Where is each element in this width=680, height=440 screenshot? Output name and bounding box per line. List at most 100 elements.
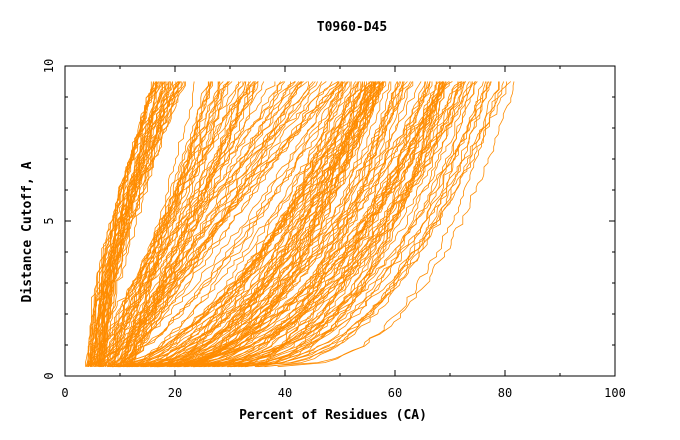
series-line-119 — [114, 81, 374, 368]
y-axis-label: Distance Cutoff, A — [20, 161, 35, 302]
series-line-196 — [213, 81, 444, 368]
series-line-193 — [128, 81, 375, 368]
series-line-99 — [105, 81, 316, 367]
series-line-31 — [88, 81, 156, 367]
series-line-19 — [101, 81, 170, 367]
series-line-137 — [116, 81, 384, 368]
series-line-173 — [155, 81, 390, 368]
series-line-181 — [244, 81, 438, 368]
series-line-147 — [208, 81, 427, 368]
series-line-214 — [174, 81, 487, 368]
series-line-12 — [99, 81, 164, 367]
series-line-159 — [112, 81, 433, 368]
series-line-185 — [117, 81, 449, 368]
series-line-98 — [108, 81, 230, 367]
series-line-109 — [174, 81, 360, 367]
series-line-139 — [174, 81, 362, 368]
series-line-183 — [143, 81, 466, 368]
series-line-182 — [238, 81, 460, 368]
series-line-89 — [87, 81, 229, 367]
ticks-group: 0 20 40 60 80 100 0 5 10 — [42, 59, 626, 400]
series-line-97 — [113, 81, 340, 367]
series-line-38 — [85, 81, 167, 367]
curves-group — [85, 81, 515, 368]
x-tick-label: 80 — [498, 386, 512, 400]
x-tick-label: 100 — [604, 386, 626, 400]
series-line-187 — [193, 81, 443, 368]
series-line-192 — [111, 81, 463, 368]
series-line-141 — [128, 81, 422, 368]
series-line-45 — [117, 81, 291, 367]
series-line-73 — [109, 81, 327, 368]
series-line-201 — [257, 81, 515, 368]
y-tick-label: 0 — [42, 372, 56, 379]
series-line-50 — [120, 81, 213, 367]
x-tick-label: 0 — [61, 386, 68, 400]
series-line-66 — [114, 81, 351, 368]
series-line-149 — [233, 81, 464, 368]
series-line-194 — [119, 81, 431, 368]
series-line-111 — [141, 81, 352, 368]
series-line-36 — [86, 81, 181, 367]
series-line-168 — [123, 81, 411, 368]
series-line-0 — [100, 81, 184, 367]
series-line-200 — [240, 81, 484, 368]
series-line-169 — [157, 81, 403, 368]
series-line-207 — [157, 81, 507, 368]
x-axis-label: Percent of Residues (CA) — [239, 408, 427, 423]
series-line-71 — [122, 81, 240, 367]
series-line-39 — [94, 81, 158, 367]
y-tick-label: 10 — [42, 59, 56, 73]
chart-title: T0960-D45 — [317, 20, 387, 35]
series-line-51 — [87, 81, 219, 367]
series-line-35 — [95, 81, 159, 367]
series-line-104 — [107, 81, 342, 368]
series-line-92 — [90, 81, 221, 367]
series-line-197 — [194, 81, 428, 368]
series-line-90 — [89, 81, 339, 367]
series-line-82 — [105, 81, 314, 367]
series-line-204 — [193, 81, 505, 368]
x-tick-label: 60 — [388, 386, 402, 400]
series-line-88 — [130, 81, 296, 367]
series-line-209 — [230, 81, 491, 368]
series-line-94 — [98, 81, 214, 367]
series-line-106 — [136, 81, 358, 368]
series-line-177 — [166, 81, 431, 368]
series-line-121 — [172, 81, 348, 368]
y-tick-label: 5 — [42, 217, 56, 224]
series-line-213 — [264, 81, 478, 368]
series-line-190 — [177, 81, 463, 368]
series-line-151 — [109, 81, 408, 368]
series-line-210 — [277, 81, 500, 368]
series-line-199 — [140, 81, 381, 368]
series-line-126 — [107, 81, 365, 368]
series-line-136 — [136, 81, 344, 368]
series-line-189 — [229, 81, 445, 368]
series-line-180 — [123, 81, 376, 368]
series-line-75 — [92, 81, 229, 367]
series-line-170 — [154, 81, 381, 368]
series-line-135 — [178, 81, 383, 368]
series-line-211 — [157, 81, 477, 368]
series-line-212 — [183, 81, 476, 368]
series-line-79 — [125, 81, 259, 367]
x-tick-label: 40 — [278, 386, 292, 400]
series-line-83 — [87, 81, 333, 368]
series-line-176 — [169, 81, 459, 368]
series-line-37 — [90, 81, 169, 367]
x-tick-label: 20 — [168, 386, 182, 400]
series-line-198 — [131, 81, 404, 368]
series-line-179 — [227, 81, 444, 368]
series-line-96 — [120, 81, 230, 367]
series-line-188 — [126, 81, 444, 368]
series-line-86 — [101, 81, 244, 368]
series-line-78 — [100, 81, 302, 368]
series-line-184 — [134, 81, 384, 368]
series-line-160 — [218, 81, 414, 368]
series-line-21 — [94, 81, 185, 367]
series-line-81 — [124, 81, 233, 367]
series-line-28 — [90, 81, 159, 367]
series-line-87 — [126, 81, 250, 367]
